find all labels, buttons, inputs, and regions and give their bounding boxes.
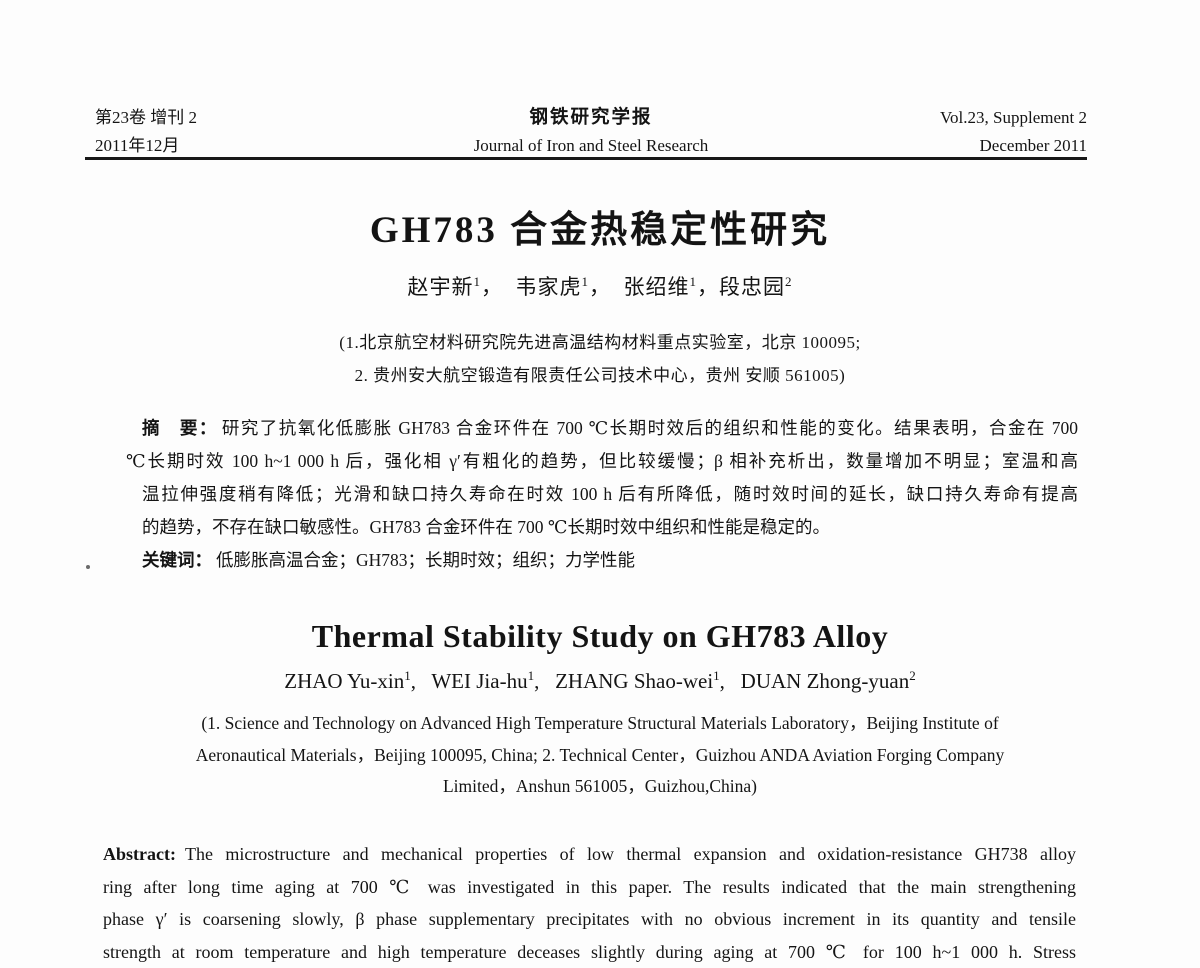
affiliations-cn: (1.北京航空材料研究院先进高温结构材料重点实验室，北京 100095; 2. … [0, 326, 1200, 392]
abstract-text: The microstructure and mechanical proper… [185, 844, 1076, 864]
keywords-text-cn: 低膨胀高温合金；GH783；长期时效；组织；力学性能 [216, 550, 635, 570]
author-name-en: ZHANG Shao-wei [555, 669, 713, 693]
keywords-label-cn: 关键词： [142, 550, 212, 570]
affiliation-line: (1.北京航空材料研究院先进高温结构材料重点实验室，北京 100095; [0, 326, 1200, 359]
authors-en: ZHAO Yu-xin1, WEI Jia-hu1, ZHANG Shao-we… [0, 669, 1200, 694]
author-separator: ， [589, 275, 624, 299]
affiliation-line: Limited，Anshun 561005，Guizhou,China) [0, 771, 1200, 803]
header-journal-name: 钢铁研究学报 Journal of Iron and Steel Researc… [345, 104, 837, 160]
scan-speck [86, 565, 90, 569]
header-volume-issue-cn: 第23卷 增刊 2 2011年12月 [95, 104, 345, 160]
header-rule [85, 157, 1087, 160]
abstract-text: 研究了抗氧化低膨胀 GH783 合金环件在 700 ℃长期时效后的组织和性能的变… [222, 418, 1078, 438]
abstract-line: 温拉伸强度稍有降低；光滑和缺口持久寿命在时效 100 h 后有所降低，随时效时间… [126, 478, 1078, 511]
journal-name-cn: 钢铁研究学报 [345, 104, 837, 132]
author-affil-marker: 2 [785, 274, 793, 289]
abstract-line: Abstract: The microstructure and mechanic… [103, 838, 1076, 871]
author-separator: , [720, 669, 741, 693]
abstract-line: 的趋势，不存在缺口敏感性。GH783 合金环件在 700 ℃长期时效中组织和性能… [126, 511, 1078, 544]
author-separator: , [411, 669, 432, 693]
author-name-en: WEI Jia-hu [431, 669, 527, 693]
authors-cn: 赵宇新1， 韦家虎1， 张绍维1，段忠园2 [0, 271, 1200, 301]
author-affil-marker: 2 [909, 668, 916, 683]
abstract-line: 摘 要：研究了抗氧化低膨胀 GH783 合金环件在 700 ℃长期时效后的组织和… [126, 412, 1078, 445]
abstract-label-en: Abstract: [103, 844, 176, 864]
author-name-cn: 韦家虎 [515, 275, 581, 299]
keywords-line-cn: 关键词：低膨胀高温合金；GH783；长期时效；组织；力学性能 [126, 544, 1078, 577]
abstract-en: Abstract: The microstructure and mechanic… [103, 838, 1076, 968]
affiliation-line: 2. 贵州安大航空锻造有限责任公司技术中心，贵州 安顺 561005) [0, 359, 1200, 392]
author-affil-marker: 1 [690, 274, 698, 289]
paper-title-en: Thermal Stability Study on GH783 Alloy [0, 618, 1200, 655]
author-separator: ， [481, 275, 516, 299]
author-affil-marker: 1 [581, 274, 589, 289]
journal-running-head: 第23卷 增刊 2 2011年12月 钢铁研究学报 Journal of Iro… [95, 104, 1087, 160]
author-separator: ， [697, 275, 719, 299]
paper-title-cn: GH783 合金热稳定性研究 [0, 199, 1200, 253]
author-affil-marker: 1 [473, 274, 481, 289]
author-name-en: DUAN Zhong-yuan [741, 669, 910, 693]
abstract-line: phase γ′ is coarsening slowly, β phase s… [103, 903, 1076, 936]
affiliation-line: Aeronautical Materials，Beijing 100095, C… [0, 740, 1200, 772]
volume-issue-cn: 第23卷 增刊 2 [95, 104, 345, 132]
author-name-en: ZHAO Yu-xin [284, 669, 404, 693]
date-en: December 2011 [837, 132, 1087, 160]
author-name-cn: 段忠园 [719, 275, 785, 299]
abstract-line: ℃长期时效 100 h~1 000 h 后，强化相 γ′有粗化的趋势，但比较缓慢… [126, 445, 1078, 478]
header-volume-issue-en: Vol.23, Supplement 2 December 2011 [837, 104, 1087, 160]
author-name-cn: 赵宇新 [407, 275, 473, 299]
journal-name-en: Journal of Iron and Steel Research [345, 132, 837, 160]
abstract-cn: 摘 要：研究了抗氧化低膨胀 GH783 合金环件在 700 ℃长期时效后的组织和… [126, 412, 1078, 577]
affiliations-en: (1. Science and Technology on Advanced H… [0, 708, 1200, 803]
abstract-line: ring after long time aging at 700 ℃ was … [103, 871, 1076, 904]
abstract-label-cn: 摘 要： [142, 418, 218, 438]
author-name-cn: 张绍维 [624, 275, 690, 299]
affiliation-line: (1. Science and Technology on Advanced H… [0, 708, 1200, 740]
volume-issue-en: Vol.23, Supplement 2 [837, 104, 1087, 132]
author-separator: , [534, 669, 555, 693]
date-cn: 2011年12月 [95, 132, 345, 160]
